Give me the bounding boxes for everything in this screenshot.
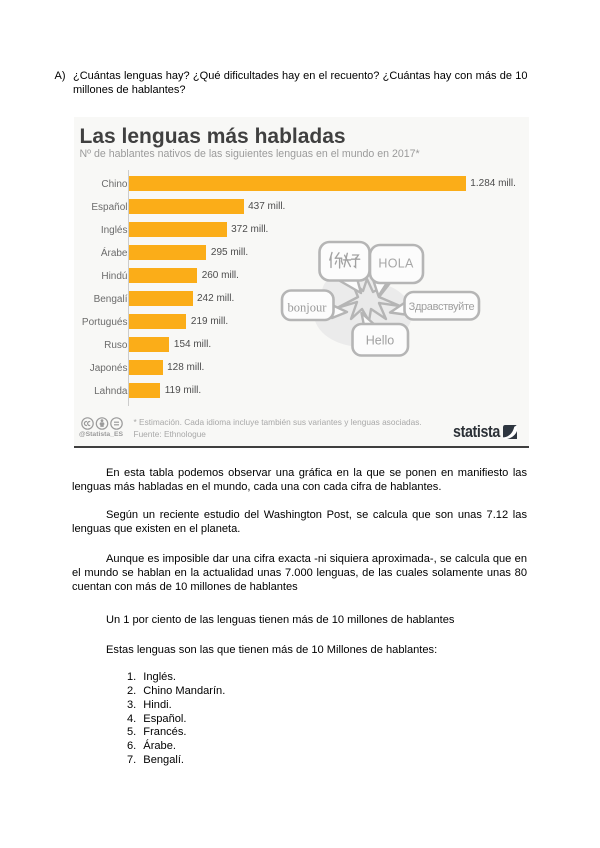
svg-text:bonjour: bonjour — [288, 301, 328, 315]
svg-text:Здравствуйте: Здравствуйте — [409, 301, 475, 313]
svg-text:HOLA: HOLA — [378, 257, 414, 271]
svg-text:Hello: Hello — [366, 334, 395, 348]
